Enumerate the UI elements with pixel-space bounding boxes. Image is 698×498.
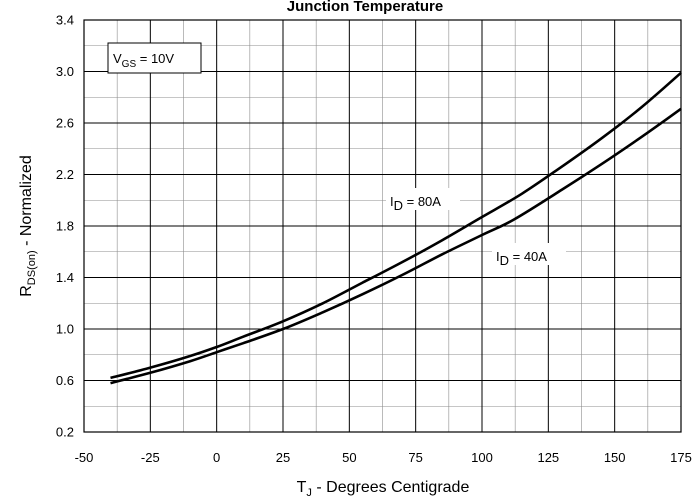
series-label-40a: ID = 40A bbox=[496, 249, 547, 268]
x-axis-label-main: T bbox=[297, 479, 307, 496]
y-axis-label-main: R bbox=[18, 285, 35, 297]
y-tick-label: 0.6 bbox=[56, 373, 74, 388]
chart-title: Junction Temperature bbox=[287, 0, 443, 15]
x-axis-label-rest: - Degrees Centigrade bbox=[312, 479, 470, 496]
x-tick-label: 125 bbox=[537, 450, 559, 465]
x-axis-label: TJ - Degrees Centigrade bbox=[297, 479, 470, 498]
x-tick-labels: -50 -25 0 25 50 75 100 125 150 175 bbox=[75, 450, 692, 465]
y-tick-label: 1.8 bbox=[56, 219, 74, 234]
x-tick-label: 175 bbox=[670, 450, 692, 465]
y-tick-label: 3.0 bbox=[56, 64, 74, 79]
series-label-80a: ID = 80A bbox=[390, 194, 441, 213]
y-tick-labels: 0.2 0.6 1.0 1.4 1.8 2.2 2.6 3.0 3.4 bbox=[56, 13, 74, 440]
grid bbox=[84, 20, 681, 432]
condition-label-sub: GS bbox=[122, 59, 137, 70]
x-tick-label: -50 bbox=[75, 450, 94, 465]
condition-label-main: V bbox=[113, 51, 122, 66]
series-lines bbox=[110, 71, 682, 385]
series-label-40a-main: I bbox=[496, 249, 500, 264]
x-tick-label: 0 bbox=[213, 450, 220, 465]
condition-label-rest: = 10V bbox=[136, 51, 174, 66]
x-axis-label-sub: J bbox=[306, 487, 312, 498]
series-label-40a-sub: D bbox=[500, 253, 509, 268]
series-line-40a bbox=[110, 107, 682, 385]
y-tick-label: 0.2 bbox=[56, 425, 74, 440]
y-tick-label: 2.2 bbox=[56, 167, 74, 182]
y-tick-label: 2.6 bbox=[56, 116, 74, 131]
series-label-80a-bg bbox=[386, 188, 460, 210]
y-axis-label-rest: - Normalized bbox=[18, 155, 35, 250]
y-tick-label: 1.0 bbox=[56, 322, 74, 337]
x-tick-label: 50 bbox=[342, 450, 356, 465]
series-line-80a bbox=[110, 71, 682, 380]
series-label-80a-rest: = 80A bbox=[403, 194, 441, 209]
condition-label: VGS = 10V bbox=[113, 51, 174, 70]
series-label-80a-main: I bbox=[390, 194, 394, 209]
series-label-80a-sub: D bbox=[394, 198, 403, 213]
y-tick-label: 3.4 bbox=[56, 13, 74, 28]
plot-frame bbox=[83, 19, 682, 433]
x-tick-label: 75 bbox=[408, 450, 422, 465]
y-tick-label: 1.4 bbox=[56, 270, 74, 285]
x-tick-label: 150 bbox=[604, 450, 626, 465]
y-axis-label-sub: DS(on) bbox=[26, 250, 38, 285]
x-tick-label: 100 bbox=[471, 450, 493, 465]
x-tick-label: -25 bbox=[141, 450, 160, 465]
series-label-40a-bg bbox=[492, 243, 566, 265]
condition-box bbox=[107, 42, 202, 74]
y-axis-label: RDS(on) - Normalized bbox=[18, 155, 38, 297]
x-tick-label: 25 bbox=[276, 450, 290, 465]
series-label-40a-rest: = 40A bbox=[509, 249, 547, 264]
